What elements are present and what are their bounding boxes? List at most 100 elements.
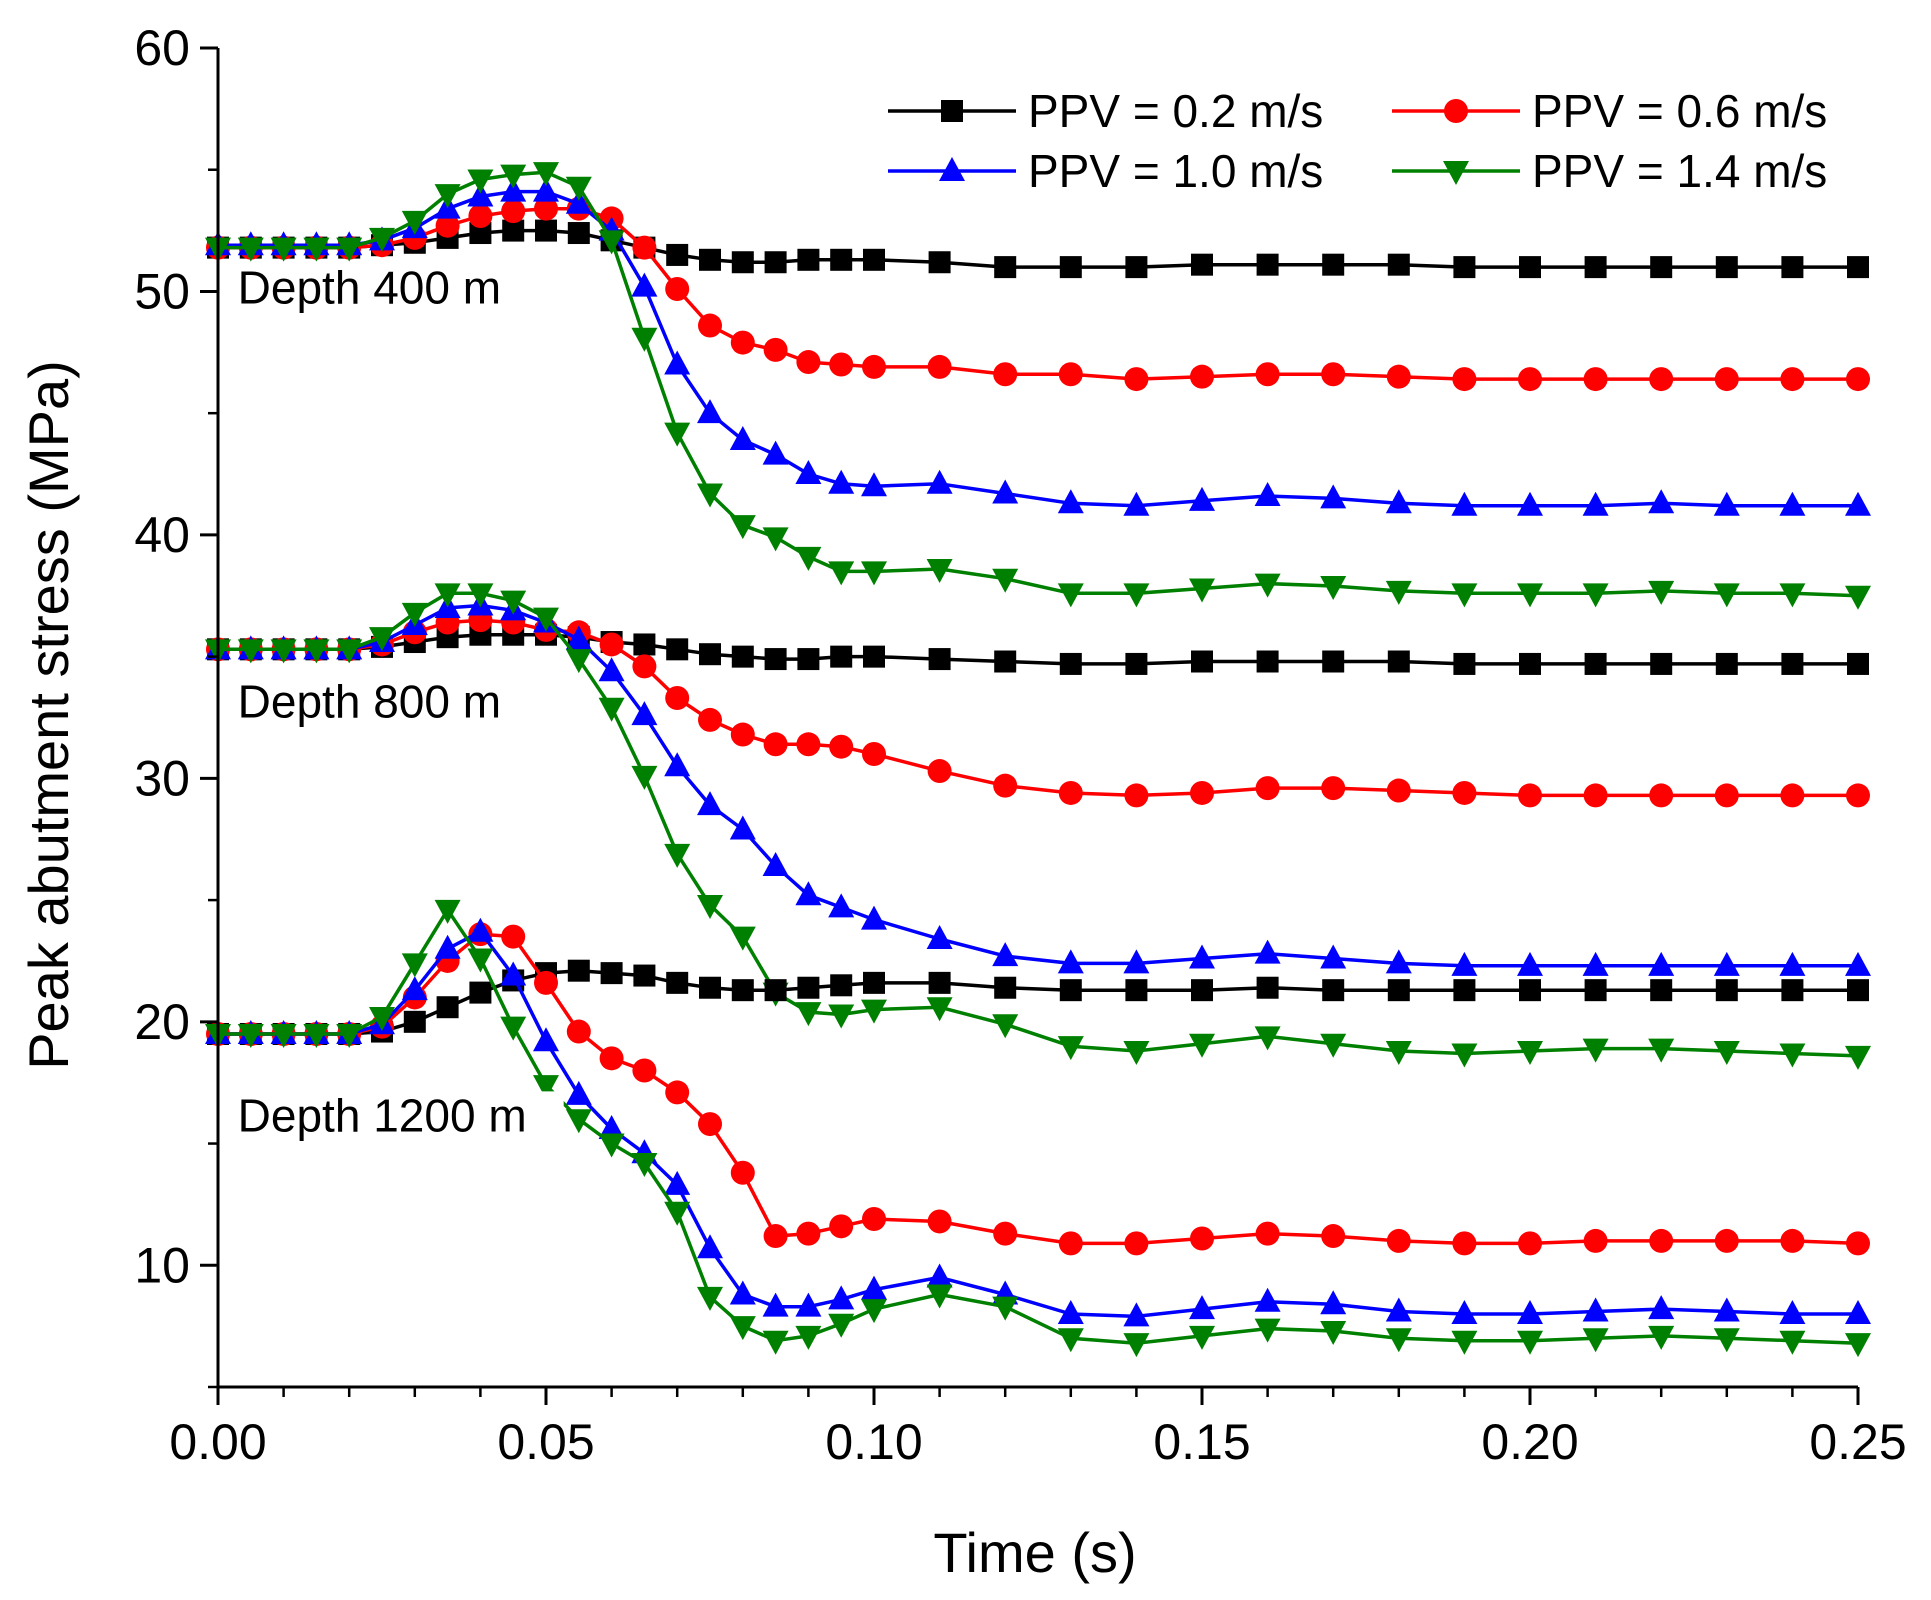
data-point: [1713, 1041, 1740, 1066]
data-point: [928, 251, 951, 274]
data-point: [1584, 652, 1607, 675]
data-point: [1124, 367, 1149, 392]
data-point: [1714, 1228, 1739, 1253]
x-tick-label: 0.00: [169, 1414, 266, 1470]
data-point: [567, 959, 590, 982]
data-point: [729, 926, 756, 951]
data-point: [533, 607, 559, 632]
series-line: [218, 632, 1858, 666]
data-point: [501, 199, 526, 224]
data-point: [1517, 583, 1543, 608]
y-tick-label: 30: [134, 750, 190, 806]
data-point: [729, 1280, 756, 1305]
data-point: [1385, 1041, 1412, 1066]
data-point: [467, 583, 494, 608]
data-point: [729, 815, 756, 840]
data-point: [1057, 489, 1084, 514]
legend-label: PPV = 0.2 m/s: [1028, 85, 1323, 137]
data-point: [631, 765, 658, 790]
data-point: [795, 1292, 822, 1317]
x-tick-label: 0.15: [1153, 1414, 1250, 1470]
data-point: [795, 546, 822, 571]
data-point: [1780, 1228, 1805, 1253]
data-point: [1847, 256, 1869, 279]
data-point: [862, 354, 886, 379]
data-point: [1387, 650, 1410, 673]
data-point: [1385, 580, 1412, 605]
data-point: [994, 256, 1017, 279]
x-tick-label: 0.10: [825, 1414, 922, 1470]
data-point: [994, 650, 1017, 673]
data-point: [1846, 367, 1870, 392]
data-point: [763, 337, 788, 362]
data-point: [1779, 1299, 1806, 1324]
legend-marker: [1444, 99, 1468, 123]
data-point: [1715, 979, 1738, 1002]
data-point: [1123, 1041, 1150, 1066]
data-point: [992, 1014, 1019, 1039]
data-point: [699, 248, 721, 271]
depth-annotation: Depth 800 m: [238, 676, 501, 728]
data-point: [1779, 1043, 1806, 1068]
data-point: [1648, 489, 1675, 514]
data-point: [1189, 486, 1215, 511]
data-point: [1321, 362, 1346, 387]
data-point: [1452, 367, 1477, 392]
series-triangle-down-1200m: [205, 899, 1871, 1358]
data-point: [469, 222, 492, 245]
data-point: [664, 1170, 691, 1195]
data-point: [1320, 1290, 1347, 1315]
data-point: [797, 976, 820, 999]
data-point: [926, 997, 953, 1022]
data-point: [237, 237, 264, 262]
data-point: [1387, 979, 1410, 1002]
data-point: [336, 639, 363, 664]
data-point: [533, 162, 559, 187]
depth-annotation: Depth 400 m: [238, 262, 501, 314]
data-point: [926, 925, 953, 950]
data-point: [863, 645, 885, 668]
data-point: [1648, 1325, 1675, 1350]
data-point: [1254, 939, 1281, 964]
data-point: [1057, 583, 1084, 608]
data-point: [731, 251, 754, 274]
data-point: [467, 182, 494, 207]
legend-background: [880, 72, 1858, 202]
data-point: [729, 515, 756, 540]
data-point: [928, 971, 951, 994]
data-point: [731, 645, 754, 668]
data-point: [1582, 1328, 1609, 1353]
data-point: [1058, 780, 1083, 805]
data-point: [1320, 1321, 1347, 1346]
data-point: [795, 1002, 822, 1027]
data-point: [861, 561, 887, 586]
data-point: [598, 1114, 625, 1139]
data-point: [697, 791, 723, 816]
data-point: [1254, 1287, 1281, 1312]
data-point: [401, 210, 428, 235]
data-point: [830, 248, 853, 271]
data-point: [1846, 783, 1870, 808]
data-point: [1322, 979, 1345, 1002]
data-point: [762, 1292, 789, 1317]
data-point: [1648, 1038, 1675, 1063]
data-point: [797, 248, 820, 271]
data-point: [565, 189, 592, 214]
data-point: [1189, 1033, 1215, 1058]
data-point: [1781, 652, 1804, 675]
data-point: [1057, 1299, 1084, 1324]
data-point: [1845, 1045, 1871, 1070]
data-point: [828, 1004, 855, 1029]
data-point: [1584, 979, 1607, 1002]
data-point: [631, 1153, 658, 1178]
data-point: [1845, 585, 1871, 610]
data-point: [795, 1325, 822, 1350]
data-point: [500, 961, 527, 986]
data-point: [1124, 783, 1149, 808]
data-point: [534, 196, 558, 221]
data-point: [1190, 1226, 1214, 1251]
data-point: [1648, 1295, 1675, 1320]
data-point: [500, 164, 527, 189]
data-point: [698, 707, 722, 732]
